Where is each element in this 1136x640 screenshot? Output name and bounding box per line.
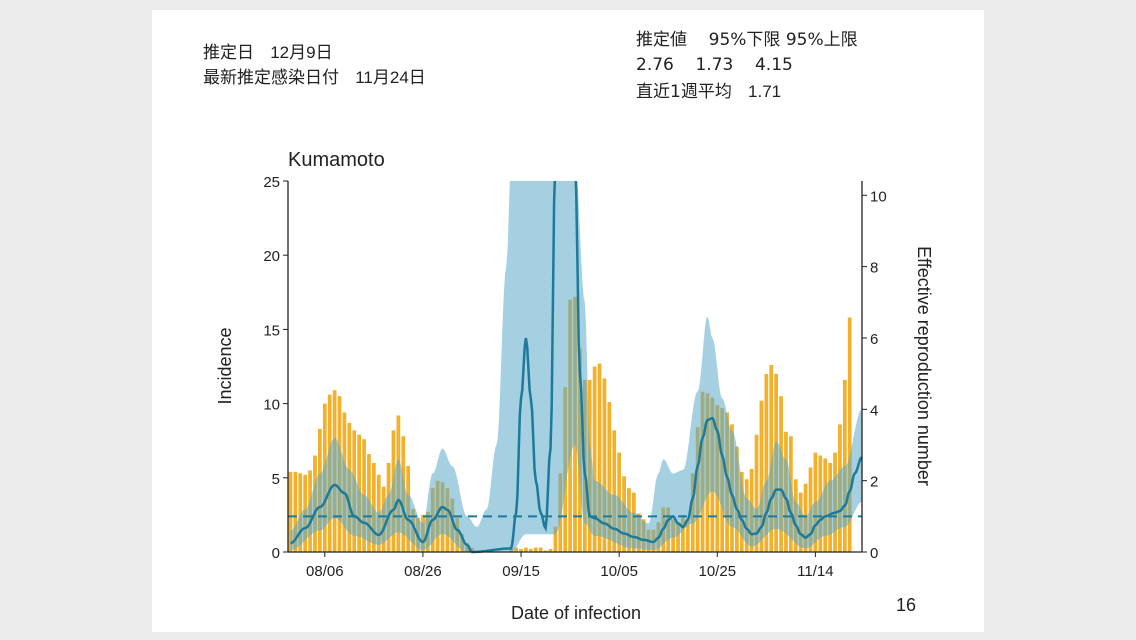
x-tick-label: 11/14 — [797, 563, 833, 580]
y2-tick-label: 10 — [870, 188, 887, 205]
estimate-date-value: 12月9日 — [270, 43, 333, 62]
incidence-bar — [769, 365, 774, 552]
plot-top-mask — [280, 150, 880, 181]
weekly-avg-value: 1.71 — [748, 82, 782, 101]
col-lower: 95%下限 — [708, 30, 781, 50]
incidence-bar — [612, 430, 617, 552]
weekly-avg-label: 直近1週平均 — [636, 82, 732, 102]
latest-infection-label: 最新推定感染日付 — [203, 68, 339, 88]
incidence-bar — [676, 522, 680, 552]
rt-confidence-band — [290, 163, 862, 552]
incidence-bar — [533, 547, 538, 552]
lower-value: 1.73 — [695, 55, 734, 75]
y-tick-label: 10 — [263, 397, 280, 414]
incidence-bar — [371, 462, 376, 552]
incidence-bar — [514, 547, 518, 552]
x-tick-label: 09/15 — [502, 563, 540, 580]
x-tick-label: 08/26 — [404, 563, 442, 580]
incidence-bar — [764, 373, 769, 552]
estimate-date: 推定日 12月9日 — [203, 40, 333, 66]
upper-value: 4.15 — [754, 55, 793, 75]
rt-line — [290, 161, 863, 554]
incidence-bar — [842, 379, 847, 552]
y-tick-label: 20 — [263, 248, 280, 265]
y2-tick-label: 2 — [870, 474, 878, 491]
latest-infection-date: 最新推定感染日付 11月24日 — [203, 65, 426, 91]
y-tick-label: 0 — [272, 545, 280, 562]
incidence-bar — [847, 317, 852, 552]
incidence-bar — [543, 550, 548, 552]
estimate-columns: 推定値 95%下限 95%上限 — [636, 28, 858, 53]
incidence-bar — [592, 366, 597, 552]
x-axis-label: Date of infection — [511, 603, 641, 623]
y2-tick-label: 8 — [870, 260, 878, 277]
y2-tick-label: 4 — [870, 402, 878, 419]
incidence-bar — [602, 378, 607, 552]
chart-title: Kumamoto — [288, 149, 385, 171]
x-tick-label: 10/25 — [699, 563, 737, 580]
y-tick-label: 25 — [263, 174, 280, 191]
weekly-average: 直近1週平均 1.71 — [636, 79, 781, 105]
y-tick-label: 15 — [263, 322, 280, 339]
y-tick-label: 5 — [272, 471, 280, 488]
col-estimate: 推定値 — [636, 30, 687, 50]
estimate-date-label: 推定日 — [203, 43, 254, 63]
incidence-bar — [293, 471, 298, 552]
incidence-bar — [681, 514, 685, 552]
estimate-value: 2.76 — [636, 55, 674, 75]
y-axis-label: Incidence — [215, 327, 235, 404]
incidence-bar — [288, 471, 293, 552]
y2-tick-label: 6 — [870, 331, 878, 348]
incidence-bar — [538, 547, 543, 552]
y2-axis-label: Effective reproduction number — [914, 246, 934, 486]
incidence-bar — [754, 434, 759, 552]
x-tick-label: 10/05 — [600, 563, 638, 580]
incidence-bar — [298, 473, 303, 552]
incidence-bar — [528, 549, 533, 552]
incidence-bar — [524, 547, 528, 552]
x-tick-label: 08/06 — [306, 563, 344, 580]
incidence-bar — [548, 549, 553, 552]
col-upper: 95%上限 — [785, 30, 858, 50]
incidence-bar — [519, 549, 523, 552]
incidence-bar — [597, 363, 602, 552]
estimate-values: 2.76 1.73 4.15 — [636, 53, 793, 78]
incidence-bar — [759, 400, 764, 552]
latest-infection-value: 11月24日 — [355, 68, 426, 87]
incidence-bar — [685, 519, 690, 552]
incidence-bar — [607, 402, 612, 552]
axes: 0 5 10 15 20 25 0 2 4 6 8 10 08/06 08/26 09/15 10/05 10/… — [263, 174, 886, 580]
page-number: 16 — [896, 595, 916, 615]
y2-tick-label: 0 — [870, 545, 878, 562]
incidence-bar — [553, 526, 558, 552]
